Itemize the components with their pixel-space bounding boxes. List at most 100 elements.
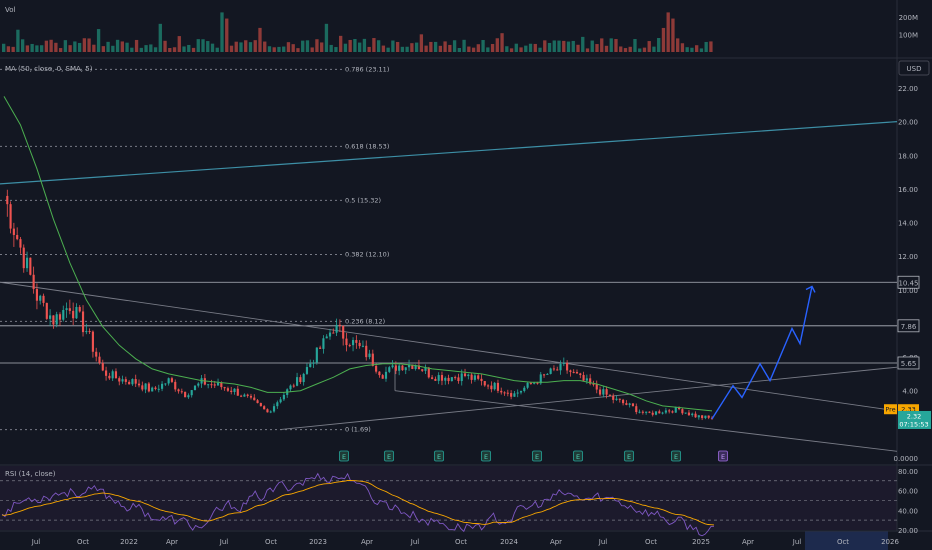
volume-bar [168, 47, 172, 52]
candle-body [556, 369, 559, 371]
volume-bar [187, 44, 191, 52]
currency-button[interactable] [898, 60, 930, 76]
time-tick-label: Oct [837, 538, 849, 546]
volume-bar [58, 48, 63, 52]
pre-market-tag [884, 404, 897, 415]
candle-body [384, 371, 388, 379]
fibonacci-label: 0.618 (18.53) [345, 142, 389, 150]
descending-resistance-line [0, 281, 898, 412]
candle-body [137, 383, 141, 386]
candle-body [72, 310, 75, 319]
candle-body [510, 393, 513, 397]
volume-bar [619, 46, 623, 52]
fibonacci-label: 0.5 (15.32) [345, 196, 381, 204]
candle-body [641, 411, 644, 413]
volume-bar [528, 43, 533, 52]
candle-body [91, 331, 94, 352]
horizontal-levels [0, 281, 897, 364]
candle-body [427, 367, 430, 378]
candle-body [332, 332, 335, 334]
volume-bar [414, 42, 419, 52]
volume-bar [201, 39, 205, 52]
candle-body [388, 367, 391, 372]
candle-body [210, 384, 213, 386]
candle-body [58, 314, 62, 320]
projection-path[interactable] [711, 285, 816, 420]
price-tick-label: 16.00 [898, 186, 918, 194]
candle-body [184, 391, 187, 398]
candle-body [398, 365, 401, 371]
volume-bar [486, 47, 490, 52]
volume-bar [690, 47, 694, 52]
volume-bar [343, 43, 348, 52]
candle-body [674, 406, 677, 413]
candle-body [134, 379, 137, 384]
volume-bar [20, 39, 25, 52]
volume-bar [130, 47, 134, 52]
volume-bar [244, 40, 248, 52]
volume-bar [585, 48, 590, 52]
candle-body [282, 394, 285, 400]
candle-body [542, 374, 546, 376]
candle-body [691, 413, 694, 416]
candle-body [598, 389, 602, 395]
earnings-marker-label: E [674, 453, 678, 461]
ma-indicator-label[interactable]: MA (50, close, 0, SMA, 5) [5, 65, 93, 73]
volume-bar [638, 48, 642, 52]
volume-bar [329, 44, 333, 52]
earnings-marker [339, 450, 349, 462]
candle-body [154, 387, 157, 389]
candle-body [22, 247, 25, 269]
volume-bar [424, 45, 428, 52]
candle-body [500, 390, 503, 393]
volume-bar [196, 39, 200, 52]
candle-body [562, 362, 565, 364]
candle-body [170, 378, 174, 382]
volume-bar [96, 29, 101, 52]
candle-body [661, 412, 664, 414]
candle-body [375, 365, 378, 372]
candle-body [694, 413, 697, 418]
volume-bar [471, 47, 476, 52]
candle-body [701, 415, 704, 419]
volume-bar [49, 39, 53, 52]
candle-body [437, 375, 440, 381]
ma-line-path [3, 96, 713, 412]
price-tick-label: 20.00 [898, 119, 918, 127]
rsi-indicator-label[interactable]: RSI (14, close) [5, 470, 56, 478]
volume-bar [339, 35, 343, 52]
candle-body [151, 387, 154, 392]
volume-bar [101, 46, 106, 52]
volume-bar [92, 44, 96, 52]
volume-bar [448, 44, 452, 52]
candle-body [407, 364, 411, 368]
volume-bar [685, 47, 689, 52]
candle-body [470, 374, 473, 380]
volume-bar [652, 46, 656, 52]
volume-bar [73, 41, 77, 52]
candle-body [95, 351, 98, 357]
volume-bar [272, 47, 276, 52]
earnings-marker-label: E [484, 453, 488, 461]
volume-bar [177, 36, 181, 52]
volume-bar [182, 46, 186, 52]
last-price-badge [898, 410, 931, 429]
candle-body [431, 377, 434, 379]
candle-body [447, 377, 450, 382]
candle-body [272, 406, 276, 412]
volume-bar [509, 48, 514, 52]
candle-body [322, 338, 325, 349]
time-axis[interactable]: Jul Oct 2022 Apr Jul Oct 2023 Apr Jul Oct 2024 Apr J… [31, 538, 900, 546]
candle-body [585, 378, 588, 381]
volume-bar [391, 40, 395, 52]
candle-body [88, 331, 91, 333]
earnings-marker-label: E [342, 453, 346, 461]
candle-body [230, 390, 233, 393]
time-tick-label: Jul [31, 538, 41, 546]
candle-body [6, 195, 9, 205]
candle-body [226, 388, 229, 391]
